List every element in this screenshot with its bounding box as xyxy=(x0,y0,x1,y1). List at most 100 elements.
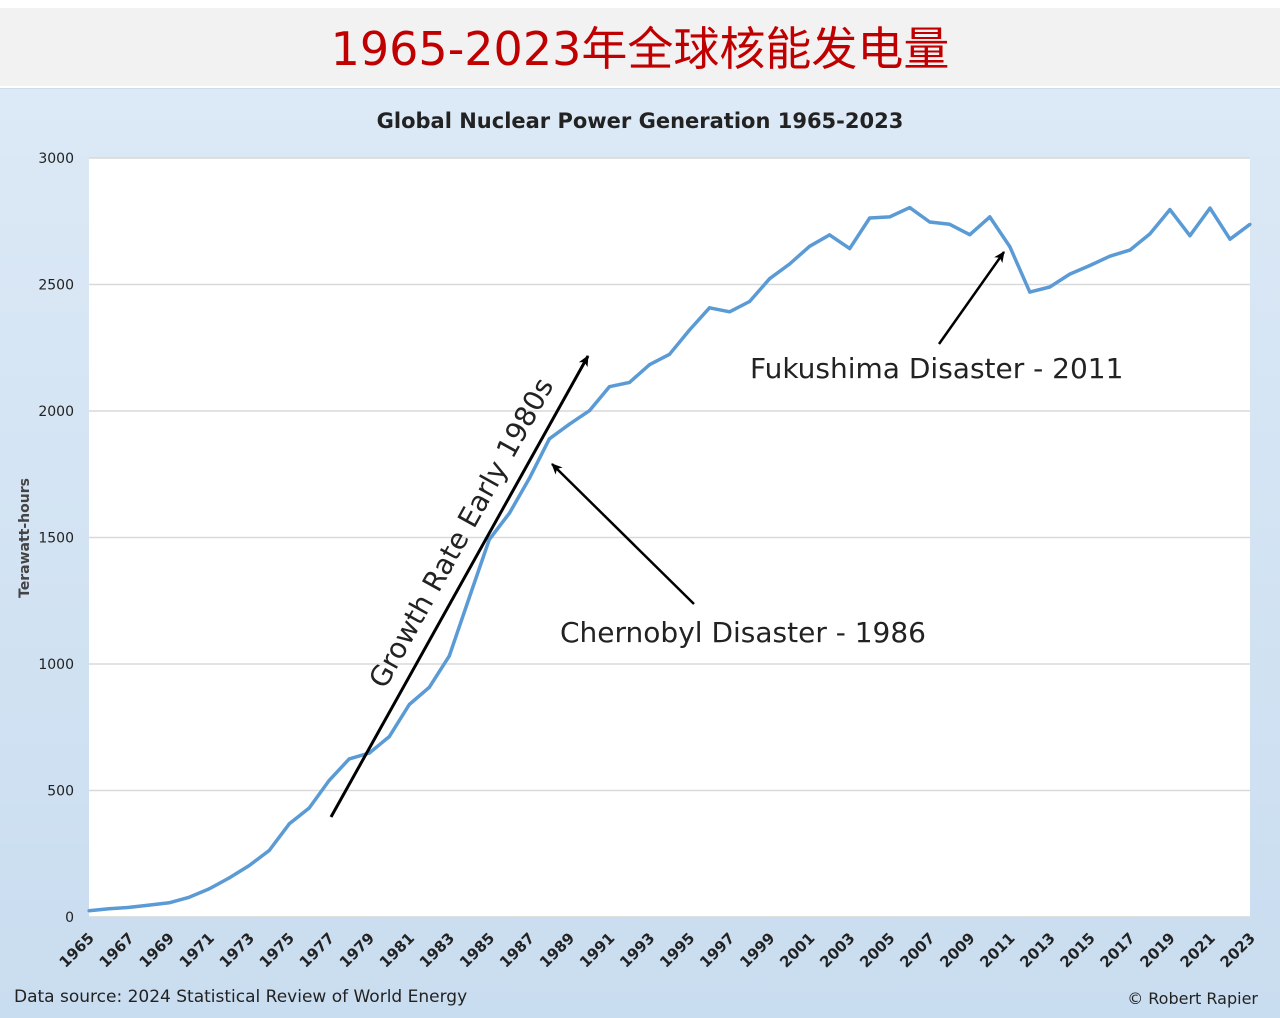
y-tick-label: 3000 xyxy=(38,151,74,167)
data-point xyxy=(728,310,732,314)
fukushima-arrow xyxy=(937,251,1006,345)
x-tick-label: 2019 xyxy=(1137,929,1179,971)
x-tick-label: 2011 xyxy=(976,929,1018,971)
data-point xyxy=(1068,272,1072,276)
data-point xyxy=(87,909,91,913)
x-tick-label: 2009 xyxy=(936,929,978,971)
fukushima-annotation: Fukushima Disaster - 2011 xyxy=(750,352,1123,385)
x-tick-label: 2005 xyxy=(856,929,898,971)
x-tick-label: 1989 xyxy=(536,929,578,971)
data-point xyxy=(567,422,572,426)
data-point xyxy=(467,595,471,600)
data-source-note: Data source: 2024 Statistical Review of … xyxy=(14,987,468,1007)
x-tick-label: 2013 xyxy=(1016,929,1058,971)
data-point xyxy=(968,233,972,237)
data-point xyxy=(587,409,592,413)
data-point xyxy=(167,901,171,905)
data-point xyxy=(948,222,952,226)
chernobyl-annotation: Chernobyl Disaster - 1986 xyxy=(560,616,926,649)
data-point xyxy=(988,215,992,219)
data-point xyxy=(127,905,131,910)
data-point xyxy=(347,757,351,761)
x-tick-label: 1997 xyxy=(696,929,738,971)
x-tick-label: 1995 xyxy=(656,929,698,971)
data-point xyxy=(667,352,672,356)
data-point xyxy=(107,907,111,911)
banner: 1965-2023年全球核能发电量 xyxy=(0,8,1280,86)
data-point xyxy=(1128,248,1132,252)
data-point xyxy=(247,864,251,868)
x-tick-label: 1981 xyxy=(376,929,418,971)
data-point xyxy=(848,247,852,251)
data-point xyxy=(307,806,311,810)
data-point xyxy=(768,277,772,281)
chart-title: Global Nuclear Power Generation 1965-202… xyxy=(377,109,904,133)
growth-arrow xyxy=(329,355,590,818)
data-point xyxy=(427,685,431,689)
data-point xyxy=(1228,237,1232,241)
data-point xyxy=(1168,208,1172,212)
x-tick-label: 1973 xyxy=(216,929,258,971)
data-point xyxy=(808,244,812,248)
data-point xyxy=(407,702,411,707)
banner-title: 1965-2023年全球核能发电量 xyxy=(330,22,950,76)
data-point xyxy=(707,306,712,310)
data-point xyxy=(1208,206,1212,210)
data-point xyxy=(627,380,632,384)
data-point xyxy=(1108,254,1112,258)
data-point xyxy=(1188,234,1192,238)
data-point xyxy=(607,385,612,389)
data-point xyxy=(888,215,892,219)
y-tick-label: 1500 xyxy=(38,531,74,547)
data-point xyxy=(1028,290,1032,294)
copyright-note: © Robert Rapier xyxy=(1127,989,1258,1008)
data-point xyxy=(788,262,792,266)
x-tick-label: 1977 xyxy=(296,929,338,971)
data-point xyxy=(687,328,692,332)
data-point xyxy=(527,476,532,480)
data-point xyxy=(928,220,932,224)
x-tick-label: 1999 xyxy=(736,929,778,971)
data-point xyxy=(828,233,832,237)
data-point xyxy=(207,887,211,891)
x-tick-label: 1991 xyxy=(576,929,618,971)
data-point xyxy=(908,206,912,210)
x-tick-label: 1967 xyxy=(96,929,138,971)
x-tick-label: 2001 xyxy=(776,929,818,971)
x-tick-label: 1985 xyxy=(456,929,498,971)
x-tick-label: 2007 xyxy=(896,929,938,971)
data-point xyxy=(387,735,391,739)
data-point xyxy=(507,511,511,515)
data-point xyxy=(327,778,331,783)
x-tick-label: 1993 xyxy=(616,929,658,971)
x-tick-label: 2015 xyxy=(1056,929,1098,971)
chernobyl-arrow xyxy=(551,463,695,605)
x-tick-label: 2021 xyxy=(1177,929,1219,971)
x-tick-label: 2023 xyxy=(1217,929,1259,971)
y-tick-label: 0 xyxy=(65,910,74,926)
x-tick-label: 2003 xyxy=(816,929,858,971)
data-point xyxy=(487,537,491,542)
data-point xyxy=(647,363,652,367)
data-point xyxy=(868,216,872,220)
y-tick-label: 1000 xyxy=(38,657,74,673)
data-point xyxy=(547,437,552,441)
x-tick-label: 1971 xyxy=(176,929,218,971)
data-point xyxy=(227,876,231,880)
y-tick-label: 500 xyxy=(47,784,74,800)
y-axis-label: Terawatt-hours xyxy=(17,478,33,598)
data-point xyxy=(748,299,752,304)
data-point xyxy=(147,903,151,907)
x-tick-label: 1969 xyxy=(136,929,178,971)
data-point xyxy=(287,822,291,826)
y-tick-label: 2000 xyxy=(38,404,74,420)
x-tick-label: 1983 xyxy=(416,929,458,971)
x-tick-label: 2017 xyxy=(1096,929,1138,971)
data-point xyxy=(1048,285,1052,289)
data-point xyxy=(187,895,191,899)
x-tick-label: 1975 xyxy=(256,929,298,971)
x-tick-label: 1987 xyxy=(496,929,538,971)
x-tick-label: 1979 xyxy=(336,929,378,971)
data-point xyxy=(447,654,451,658)
data-point xyxy=(1248,222,1252,226)
